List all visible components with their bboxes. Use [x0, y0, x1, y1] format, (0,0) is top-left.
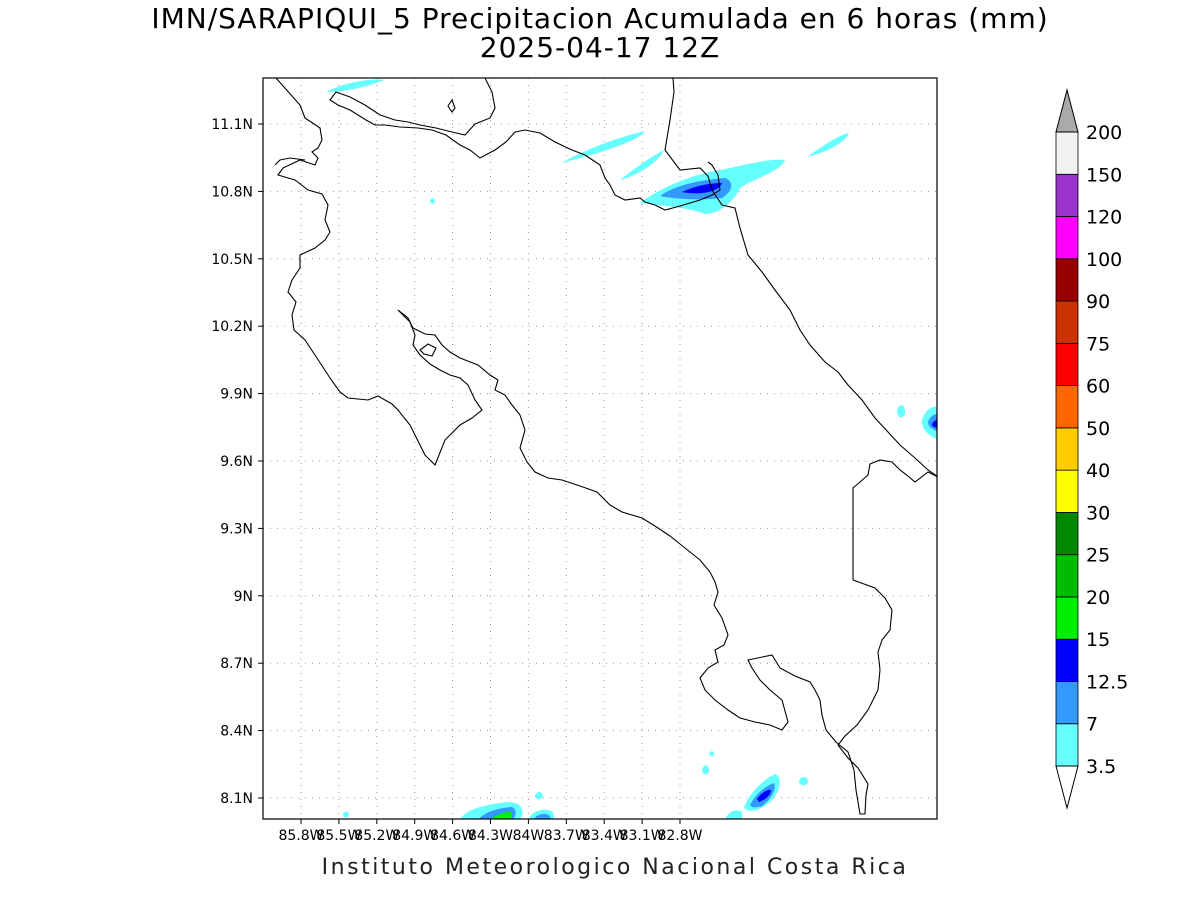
lon-tick-label: 85.2W	[354, 828, 399, 844]
lat-tick-label: 9.3N	[220, 521, 253, 537]
lat-tick-label: 9.6N	[220, 454, 253, 470]
colorbar-swatch	[1055, 342, 1079, 387]
colorbar-swatch	[1055, 173, 1079, 217]
colorbar-label: 25	[1086, 545, 1110, 567]
island-outline	[419, 343, 437, 357]
lon-tick-label: 84.9W	[392, 828, 437, 844]
colorbar-label: 12.5	[1086, 671, 1128, 693]
colorbar-swatch	[1055, 596, 1079, 640]
colorbar-label: 200	[1086, 122, 1122, 144]
colorbar-swatch	[1055, 427, 1079, 471]
lat-tick-label: 10.5N	[211, 252, 253, 268]
precip-area	[702, 765, 709, 775]
precip-area	[533, 813, 551, 819]
lon-tick-label: 84.6W	[430, 828, 475, 844]
precip-area	[897, 405, 906, 418]
precip-area	[326, 79, 384, 92]
colorbar-swatch	[1055, 638, 1079, 682]
precip-area	[807, 133, 849, 157]
map-gridlines	[263, 78, 937, 819]
colorbar-label: 40	[1086, 460, 1110, 482]
lon-tick-label: 83.1W	[620, 828, 665, 844]
precip-area	[709, 751, 715, 757]
colorbar-label: 90	[1086, 291, 1110, 313]
colorbar-swatch	[1055, 723, 1079, 767]
colorbar-swatch	[1055, 258, 1079, 302]
colorbar-swatch	[1055, 554, 1079, 598]
lon-tick-label: 83.4W	[582, 828, 627, 844]
colorbar-swatch	[1055, 512, 1079, 556]
precip-area	[725, 810, 742, 819]
lon-tick-label: 85.5W	[316, 828, 361, 844]
lat-tick-label: 11.1N	[211, 117, 253, 133]
lon-tick-label: 82.8W	[657, 828, 702, 844]
colorbar-swatch	[1055, 469, 1079, 513]
map-title: IMN/SARAPIQUI_5 Precipitacion Acumulada …	[151, 2, 1049, 35]
colorbar-label: 60	[1086, 376, 1110, 398]
colorbar-label: 15	[1086, 629, 1110, 651]
colorbar-swatch	[1055, 681, 1079, 725]
colorbar-label: 150	[1086, 164, 1122, 186]
colorbar-label: 7	[1086, 714, 1098, 736]
lat-tick-label: 8.7N	[220, 656, 253, 672]
colorbar-top-arrow	[1055, 88, 1079, 133]
colorbar-label: 30	[1086, 502, 1110, 524]
colorbar-bottom-arrow	[1055, 765, 1079, 810]
colorbar-swatch	[1055, 385, 1079, 429]
lat-tick-label: 9N	[234, 589, 253, 605]
map-subtitle-datetime: 2025-04-17 12Z	[479, 31, 721, 64]
coastline-pacific-central	[397, 309, 893, 815]
colorbar-label: 50	[1086, 418, 1110, 440]
colorbar-label: 100	[1086, 249, 1122, 271]
precip-area	[491, 812, 513, 819]
colorbar-swatch	[1055, 216, 1079, 260]
lake-outline	[447, 98, 456, 113]
colorbar-label: 3.5	[1086, 756, 1116, 778]
coastline-caribbean	[664, 78, 937, 477]
lat-tick-label: 9.9N	[220, 387, 253, 403]
precip-area	[932, 419, 937, 428]
precip-area	[561, 131, 645, 163]
precip-area	[620, 150, 664, 180]
colorbar-swatch	[1055, 300, 1079, 344]
border-panama	[852, 459, 937, 580]
colorbar-label: 75	[1086, 333, 1110, 355]
precip-area	[799, 776, 808, 786]
latitude-axis: 11.1N 10.8N 10.5N 10.2N 9.9N 9.6N 9.3N 9N 8.7N 8.…	[211, 117, 263, 807]
lat-tick-label: 8.4N	[220, 724, 253, 740]
lon-tick-label: 84.3W	[468, 828, 513, 844]
colorbar-label: 20	[1086, 587, 1110, 609]
precip-area	[343, 811, 349, 818]
precip-area	[757, 789, 771, 802]
colorbar-legend: 3.5 7 12.5 15 20 25 30 40 50 60 75 90 100 120 150 200	[1055, 88, 1128, 810]
colorbar-label: 120	[1086, 207, 1122, 229]
coastline-pacific	[275, 78, 483, 466]
border-nicaragua	[329, 78, 721, 211]
lon-tick-label: 84W	[513, 828, 545, 844]
coastlines	[274, 78, 937, 815]
map-frame	[262, 77, 938, 820]
precipitation-shading	[326, 79, 937, 819]
lat-tick-label: 10.8N	[211, 184, 253, 200]
credit-text: Instituto Meteorologico Nacional Costa R…	[321, 855, 909, 880]
colorbar-swatch	[1055, 131, 1079, 175]
lat-tick-label: 10.2N	[211, 319, 253, 335]
lat-tick-label: 8.1N	[220, 791, 253, 807]
lon-tick-label: 85.8W	[278, 828, 323, 844]
precip-area	[430, 198, 435, 204]
lon-tick-label: 83.7W	[544, 828, 589, 844]
peninsula-north	[274, 157, 306, 166]
precip-area	[535, 791, 543, 800]
